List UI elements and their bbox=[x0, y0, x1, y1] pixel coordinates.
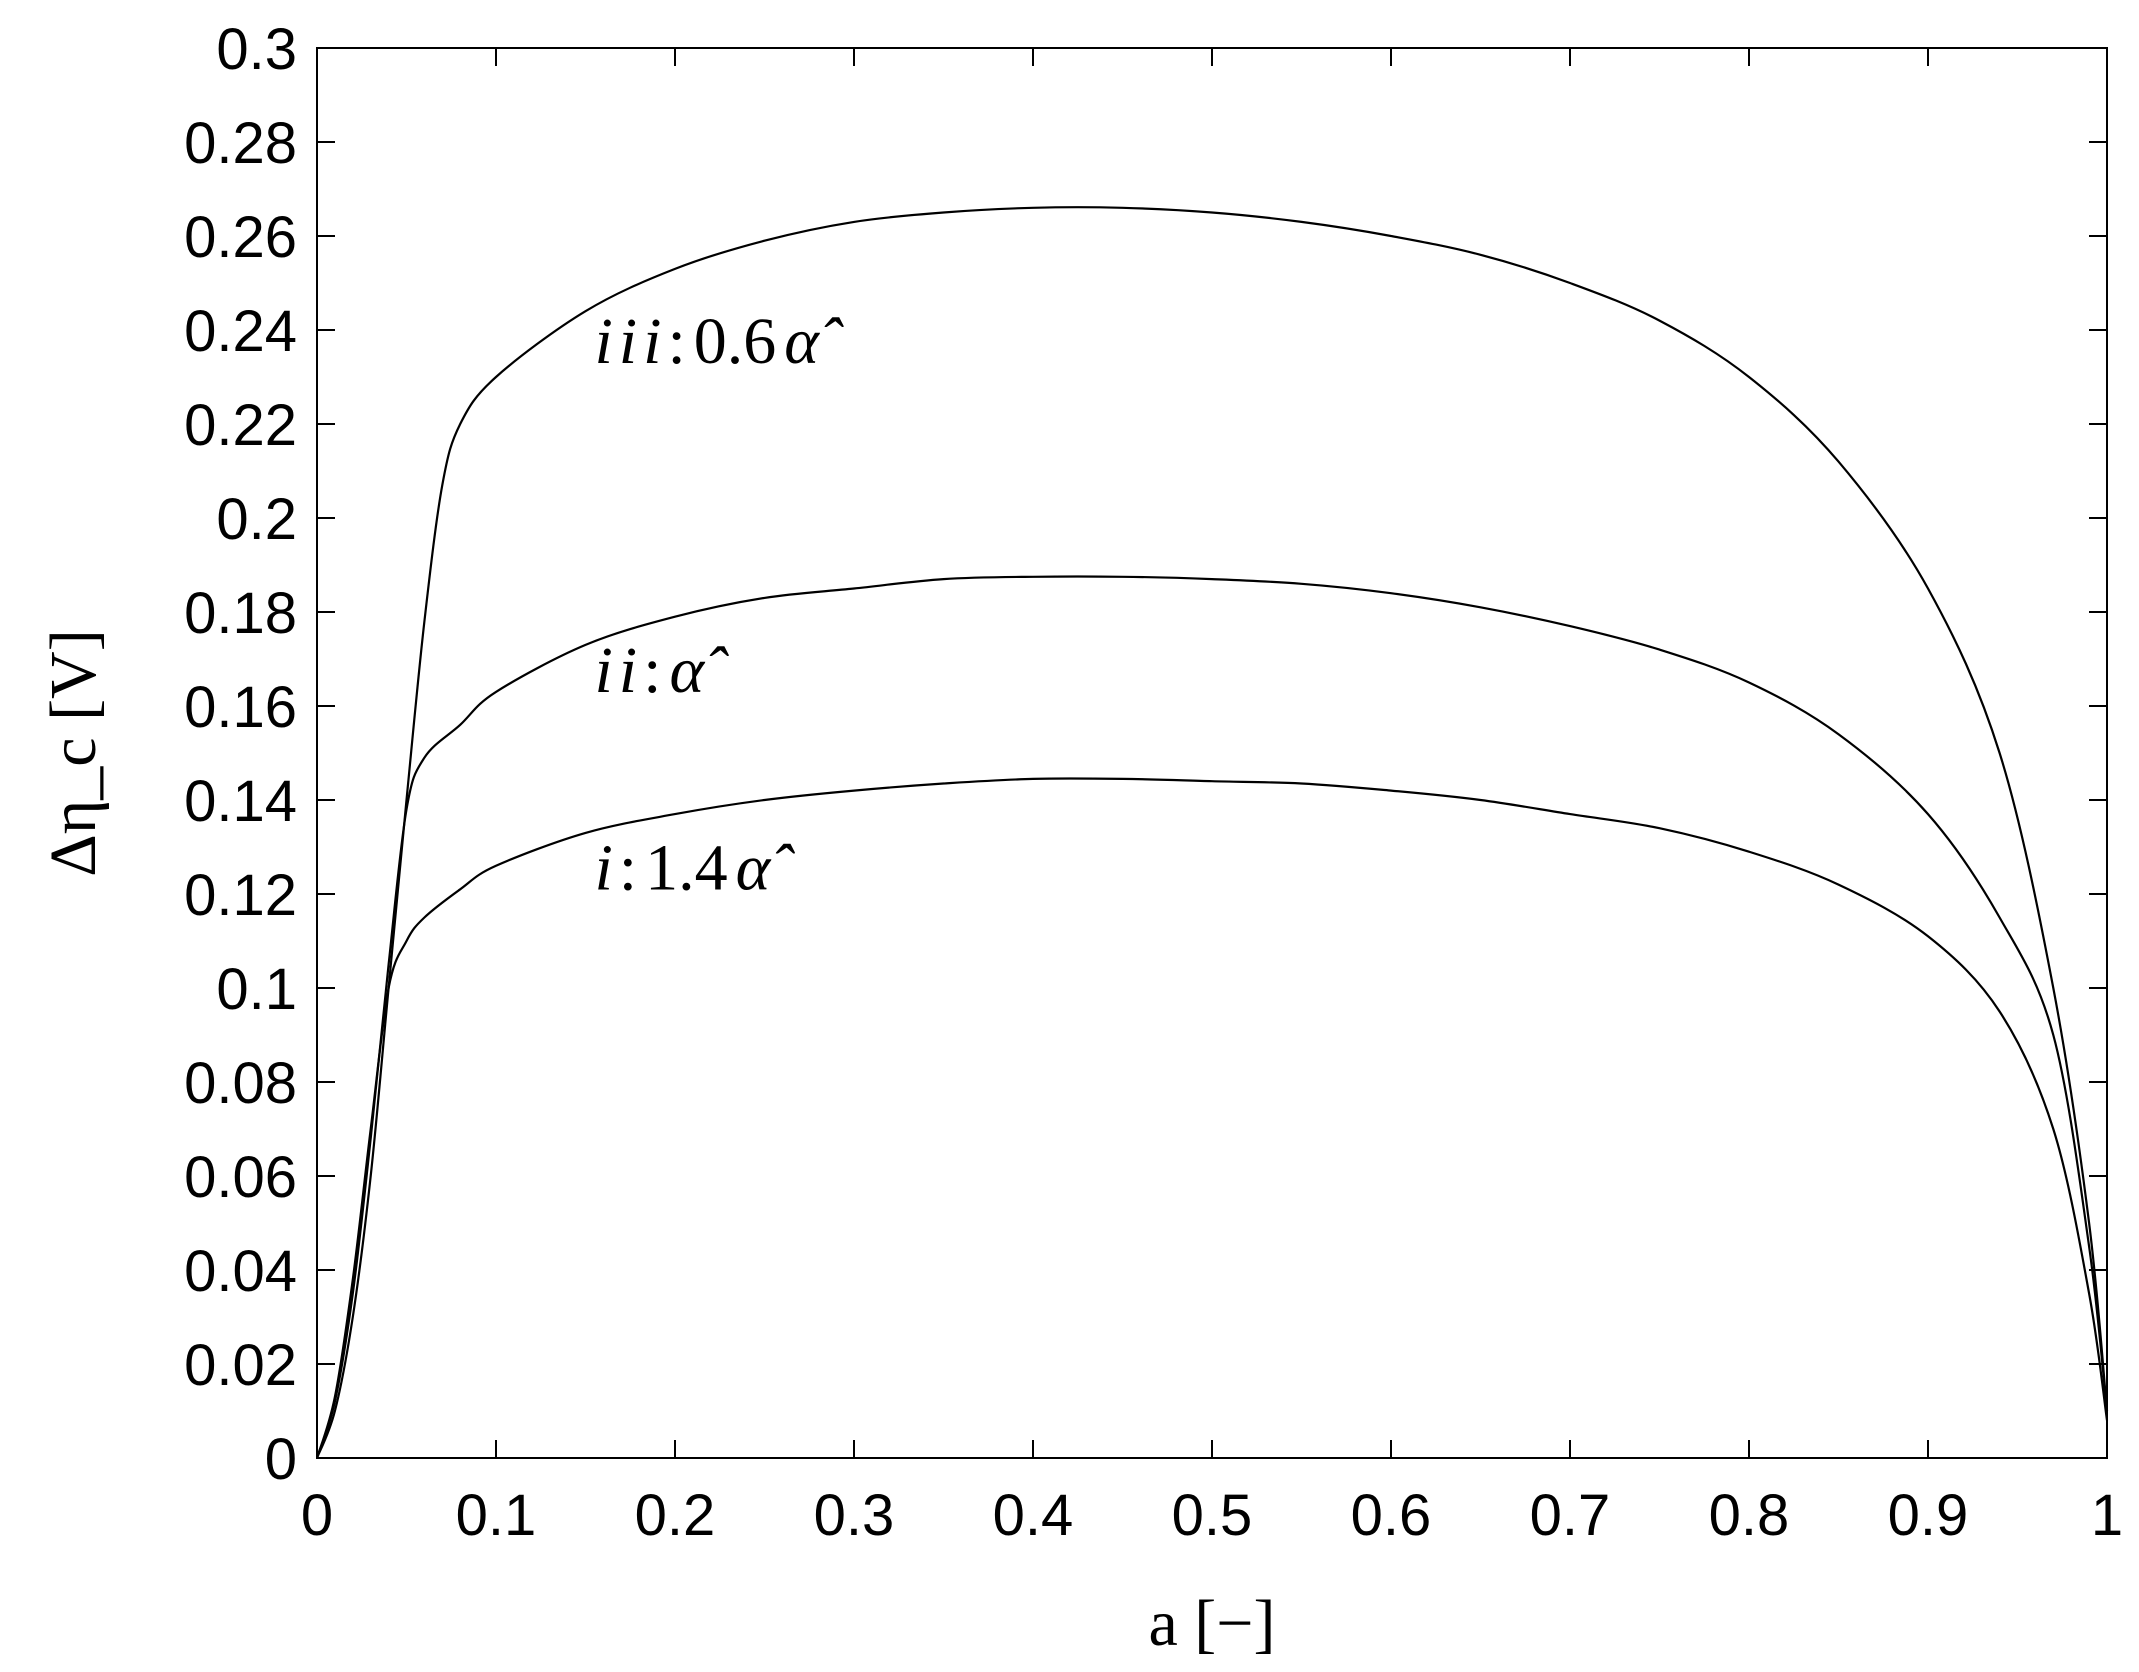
annotation-roman: ii bbox=[594, 634, 643, 707]
annotation-symbol: α̂ bbox=[669, 634, 729, 707]
annotation-colon: : bbox=[643, 634, 661, 707]
y-tick-label: 0.04 bbox=[184, 1239, 297, 1304]
x-tick-label: 0.5 bbox=[1172, 1483, 1253, 1548]
series-line bbox=[315, 777, 2109, 1459]
x-tick-label: 0 bbox=[301, 1483, 333, 1548]
y-axis-label: Δη_c [V] bbox=[37, 629, 110, 876]
y-tick-label: 0.08 bbox=[184, 1051, 297, 1116]
x-tick-label: 1 bbox=[2091, 1483, 2123, 1548]
y-tick-label: 0.26 bbox=[184, 205, 297, 270]
x-axis-label: a [−] bbox=[1149, 1587, 1276, 1660]
y-tick-label: 0.18 bbox=[184, 581, 297, 646]
x-tick-label: 0.4 bbox=[993, 1483, 1074, 1548]
x-tick-label: 0.9 bbox=[1888, 1483, 1969, 1548]
annotation-symbol: α̂ bbox=[784, 305, 844, 378]
y-tick-label: 0.02 bbox=[184, 1333, 297, 1398]
y-tick-label: 0.2 bbox=[216, 487, 297, 552]
y-tick-label: 0.24 bbox=[184, 299, 297, 364]
x-tick-label: 0.8 bbox=[1709, 1483, 1790, 1548]
annotation-symbol: α̂ bbox=[736, 831, 796, 904]
x-tick-label: 0.7 bbox=[1530, 1483, 1611, 1548]
series-annotation: iii: 0.6 α̂ bbox=[594, 305, 844, 378]
axis-ticks bbox=[316, 47, 2108, 1459]
y-tick-label: 0.16 bbox=[184, 675, 297, 740]
y-tick-label: 0 bbox=[265, 1427, 297, 1492]
y-tick-labels: 0 0.02 0.04 0.06 0.08 0.1 0.12 0.14 0.16 0.18 0.2 0… bbox=[184, 17, 297, 1492]
series-annotations: iii: 0.6 α̂ii: α̂i: 1.4 α̂ bbox=[594, 305, 844, 904]
y-tick-label: 0.14 bbox=[184, 769, 297, 834]
annotation-factor: 1.4 bbox=[645, 831, 728, 904]
annotation-colon: : bbox=[619, 831, 637, 904]
y-tick-label: 0.1 bbox=[216, 957, 297, 1022]
y-tick-label: 0.3 bbox=[216, 17, 297, 82]
x-tick-labels: 0 0.1 0.2 0.3 0.4 0.5 0.6 0.7 0.8 0.9 1 bbox=[301, 1483, 2123, 1548]
series-annotation: i: 1.4 α̂ bbox=[594, 831, 795, 904]
x-tick-label: 0.1 bbox=[456, 1483, 537, 1548]
y-tick-label: 0.22 bbox=[184, 393, 297, 458]
annotation-roman: i bbox=[594, 831, 618, 904]
x-tick-label: 0.6 bbox=[1351, 1483, 1432, 1548]
x-tick-label: 0.3 bbox=[814, 1483, 895, 1548]
y-tick-label: 0.06 bbox=[184, 1145, 297, 1210]
x-tick-label: 0.2 bbox=[635, 1483, 716, 1548]
series-line bbox=[315, 575, 2109, 1459]
series-curves bbox=[315, 206, 2109, 1459]
y-tick-label: 0.12 bbox=[184, 863, 297, 928]
y-tick-label: 0.28 bbox=[184, 111, 297, 176]
plot-frame bbox=[316, 47, 2108, 1459]
annotation-roman: iii bbox=[594, 305, 667, 378]
series-annotation: ii: α̂ bbox=[594, 634, 729, 707]
annotation-colon: : bbox=[667, 305, 685, 378]
annotation-factor: 0.6 bbox=[694, 305, 777, 378]
